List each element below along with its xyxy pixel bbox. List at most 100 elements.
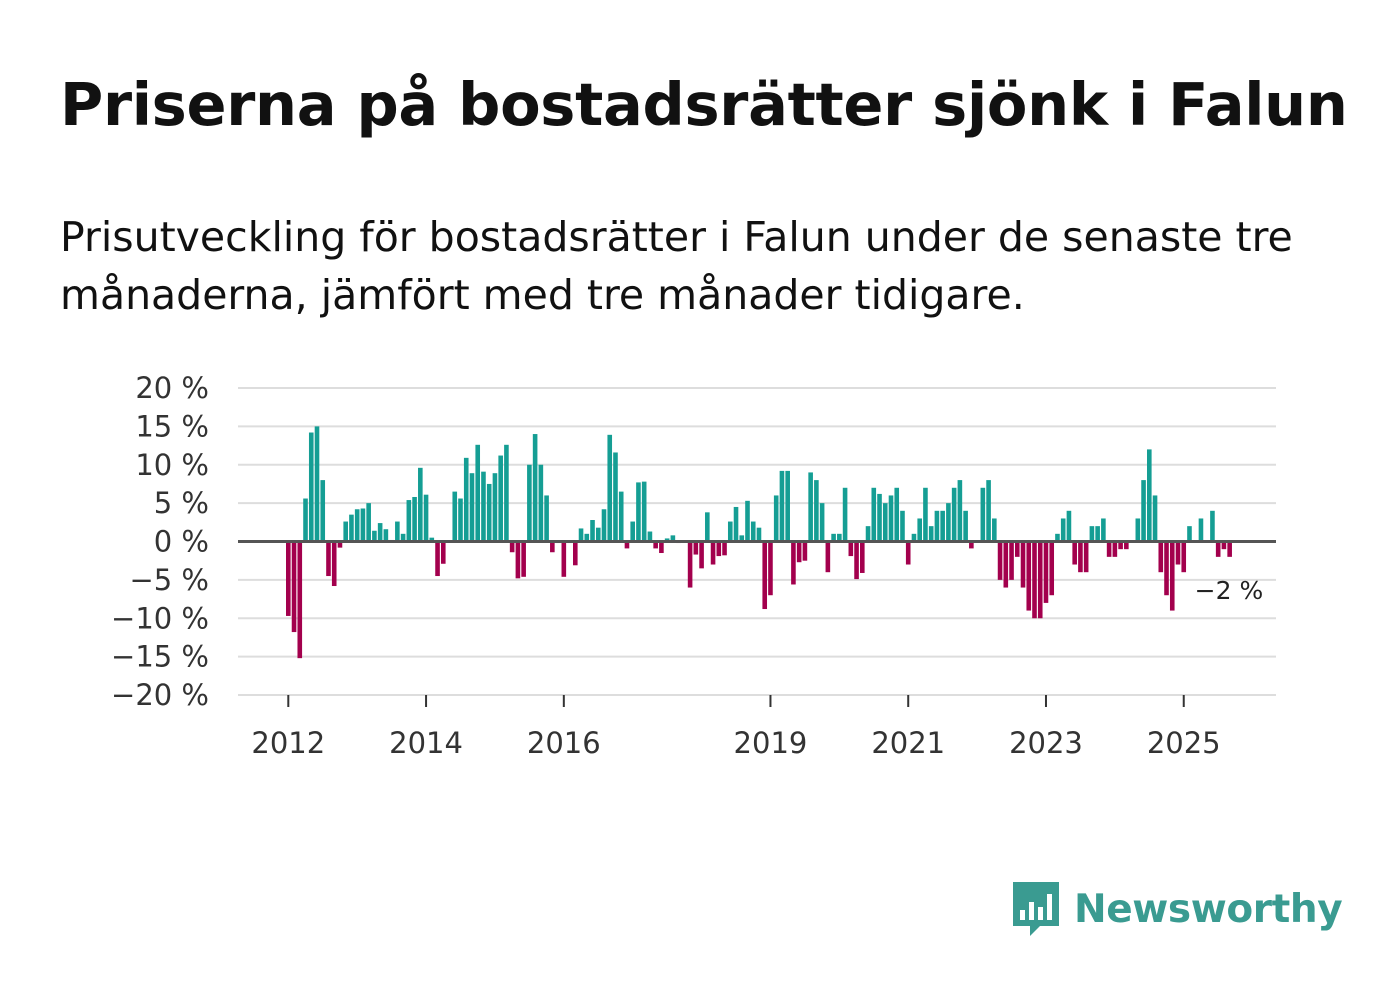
- bar: [286, 541, 291, 616]
- bar: [664, 538, 670, 542]
- bar: [636, 482, 641, 542]
- bar: [492, 473, 498, 542]
- bar: [360, 508, 366, 542]
- bar: [377, 523, 383, 542]
- bar: [1210, 510, 1215, 542]
- bar: [1032, 541, 1037, 619]
- bar: [366, 503, 371, 542]
- x-tick-label: 2014: [389, 726, 463, 760]
- bar: [705, 512, 710, 542]
- bar: [739, 535, 745, 542]
- bar: [343, 521, 348, 542]
- bar: [716, 541, 722, 557]
- bar: [486, 483, 492, 542]
- bar: [429, 537, 435, 542]
- bar: [819, 503, 825, 542]
- bar: [1175, 541, 1181, 565]
- bar: [308, 432, 314, 542]
- bar: [963, 510, 968, 542]
- bar: [871, 487, 877, 542]
- bar: [1106, 541, 1112, 557]
- bar: [395, 521, 400, 542]
- logo-text: Newsworthy: [1074, 886, 1343, 932]
- bar: [590, 520, 595, 542]
- bar: [1164, 541, 1169, 596]
- bar: [412, 496, 417, 542]
- bar: [1014, 541, 1020, 557]
- y-tick-label: 0 %: [154, 525, 209, 559]
- bar: [475, 444, 481, 542]
- bar-chart-speech-bubble-icon: [1013, 882, 1059, 936]
- bar: [923, 487, 928, 542]
- bar: [1152, 495, 1158, 542]
- bar: [400, 533, 406, 542]
- bar: [957, 480, 963, 542]
- bar: [1101, 518, 1106, 542]
- x-tick-label: 2025: [1147, 726, 1221, 760]
- newsworthy-logo: Newsworthy: [1010, 876, 1343, 942]
- bar: [331, 541, 337, 587]
- bar: [469, 473, 475, 542]
- bar: [578, 528, 584, 542]
- bar: [595, 527, 601, 542]
- bar: [601, 509, 607, 542]
- y-tick-label: 15 %: [135, 409, 209, 443]
- bar: [808, 472, 813, 542]
- bar: [1112, 541, 1118, 557]
- bar: [1187, 526, 1192, 542]
- bar: [659, 541, 664, 554]
- bar: [641, 481, 647, 542]
- bar: [911, 533, 917, 542]
- bar: [372, 530, 377, 542]
- bar: [986, 480, 991, 542]
- bar: [802, 541, 808, 561]
- bar: [550, 541, 555, 553]
- chart-subtitle: Prisutveckling för bostadsrätter i Falun…: [60, 213, 1293, 319]
- bar: [951, 487, 957, 542]
- bar: [1055, 533, 1060, 542]
- bar: [699, 541, 704, 569]
- bar: [624, 541, 630, 549]
- bar: [630, 521, 635, 542]
- bar: [1215, 541, 1221, 557]
- bar: [1078, 541, 1083, 573]
- bar: [1169, 541, 1175, 611]
- bar: [710, 541, 716, 565]
- bar: [1158, 541, 1164, 573]
- bar: [825, 541, 831, 573]
- bar: [337, 541, 343, 548]
- bar: [900, 510, 905, 542]
- bar: [509, 541, 515, 553]
- y-tick-label: −5 %: [129, 563, 209, 597]
- bar: [1095, 526, 1100, 542]
- bars: [286, 426, 1232, 659]
- bar: [882, 503, 888, 542]
- bar: [796, 541, 802, 563]
- x-tick-label: 2021: [871, 726, 945, 760]
- bar: [722, 541, 727, 556]
- y-tick-label: 20 %: [135, 371, 209, 405]
- bar: [406, 500, 412, 542]
- bar: [423, 494, 429, 542]
- y-tick-label: 5 %: [154, 486, 209, 520]
- chart-title: Priserna på bostadsrätter sjönk i Falun: [60, 70, 1348, 139]
- bar: [814, 480, 819, 542]
- bar: [750, 521, 756, 542]
- bar: [1181, 541, 1187, 573]
- bar: [349, 514, 354, 542]
- bar: [320, 480, 326, 542]
- bar: [969, 541, 974, 549]
- bar: [1221, 541, 1227, 550]
- bar: [1060, 518, 1066, 542]
- bar: [865, 526, 871, 542]
- bar: [481, 471, 486, 542]
- bar: [1072, 541, 1077, 565]
- bar: [768, 541, 773, 596]
- bar: [756, 527, 762, 542]
- last-value-label: −2 %: [1195, 576, 1264, 605]
- bar: [291, 541, 297, 633]
- bar: [888, 495, 894, 542]
- bar: [785, 470, 790, 542]
- x-axis: 2012 2014 2016 2019 2021 2023 2025: [251, 695, 1221, 760]
- bar: [831, 533, 836, 542]
